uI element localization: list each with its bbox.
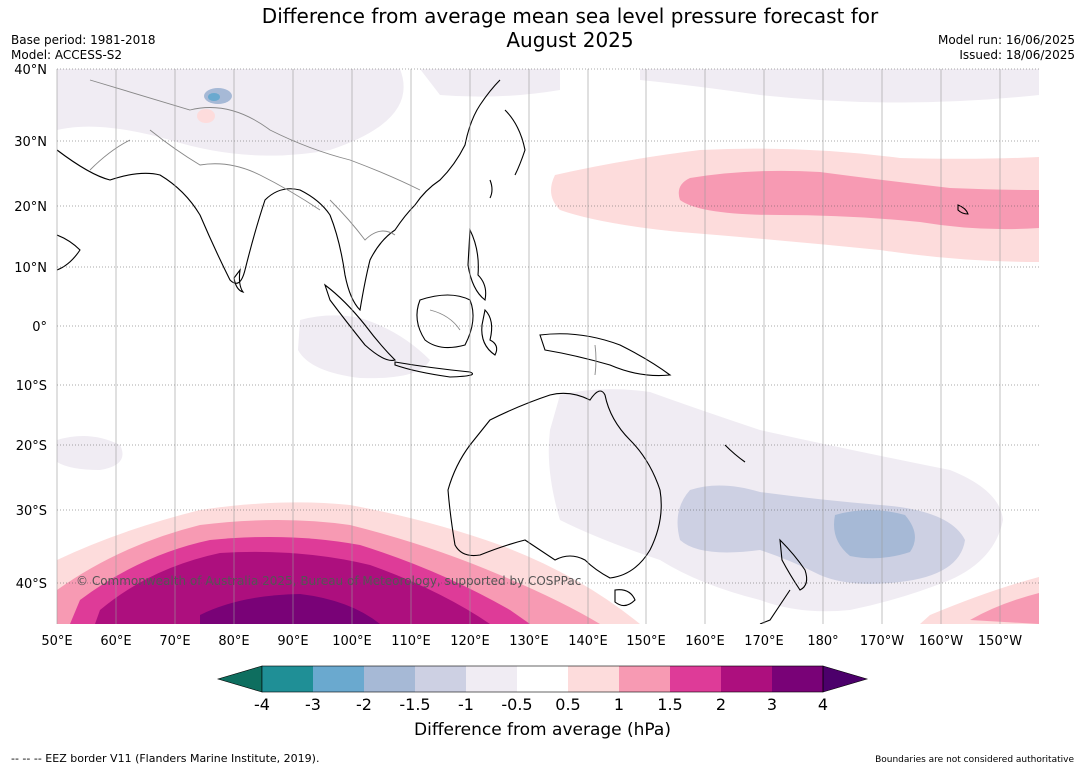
lon-label: 150°W [978,634,1022,649]
colorbar-segment [670,666,721,692]
lon-label: 120°E [450,634,490,649]
meridians [56,69,1001,624]
eez-legend: -- -- -- EEZ border V11 (Flanders Marine… [11,752,320,765]
lon-label: 180° [807,634,838,649]
colorbar-segment [517,666,568,692]
lon-label: 90°E [277,634,308,649]
lon-label: 50°E [41,634,72,649]
lat-label: 20°S [16,439,47,454]
lon-label: 100°E [332,634,372,649]
lat-label: 30°S [16,504,47,519]
colorbar-extend-high [822,665,869,693]
colorbar [216,665,869,693]
colorbar-tick: -2 [356,695,372,714]
positive-anomaly-spot [197,109,215,123]
colorbar-tick: -1.5 [399,695,430,714]
map-title: Difference from average mean sea level p… [261,4,879,52]
lon-label: 160°E [685,634,725,649]
colorbar-ticks: -4 -3 -2 -1.5 -1 -0.5 0.5 1 1.5 2 3 4 [254,695,828,714]
boundaries-disclaimer: Boundaries are not considered authoritat… [875,755,1074,765]
colorbar-title: Difference from average (hPa) [414,720,671,740]
colorbar-tick: -1 [458,695,474,714]
colorbar-tick: -0.5 [501,695,532,714]
colorbar-tick: 3 [767,695,777,714]
copyright-notice: © Commonwealth of Australia 2025, Bureau… [76,574,582,588]
colorbar-segment [721,666,772,692]
colorbar-tick: -3 [305,695,321,714]
lon-label: 70°E [159,634,190,649]
colorbar-segment [262,666,313,692]
colorbar-segment [466,666,517,692]
lat-label: 10°N [14,261,47,276]
colorbar-tick: -4 [254,695,270,714]
colorbar-outline [261,665,824,693]
colorbar-segment [313,666,364,692]
lon-label: 80°E [218,634,249,649]
lon-label: 110°E [391,634,431,649]
lon-label: 60°E [100,634,131,649]
lon-label: 140°E [568,634,608,649]
colorbar-segment [364,666,415,692]
colorbar-tick: 2 [716,695,726,714]
colorbar-tick: 1 [614,695,624,714]
longitude-labels: 50°E 60°E 70°E 80°E 90°E 100°E 110°E 120… [41,634,1022,649]
lat-label: 40°S [16,577,47,592]
lat-label: 0° [32,320,47,335]
lat-label: 10°S [16,379,47,394]
pressure-anomaly-field [57,69,1039,624]
lon-label: 160°W [919,634,963,649]
colorbar-segment [415,666,466,692]
coastlines [57,79,969,624]
colorbar-segment [568,666,619,692]
model-run-date: Model run: 16/06/2025 [937,33,1075,47]
lon-label: 170°E [744,634,784,649]
issued-date: Issued: 18/06/2025 [959,48,1075,62]
colorbar-segment [772,666,823,692]
lat-label: 30°N [14,135,47,150]
lat-label: 20°N [14,200,47,215]
colorbar-tick: 1.5 [657,695,682,714]
model-name: Model: ACCESS-S2 [11,48,123,62]
colorbar-tick: 4 [818,695,828,714]
latitude-labels: 40°N 30°N 20°N 10°N 0° 10°S 20°S 30°S 40… [14,63,47,592]
base-period: Base period: 1981-2018 [11,33,156,47]
colorbar-tick: 0.5 [555,695,580,714]
lon-label: 130°E [509,634,549,649]
colorbar-extend-low [216,665,263,693]
colorbar-segment [619,666,670,692]
lon-label: 150°E [626,634,666,649]
lon-label: 170°W [860,634,904,649]
lat-label: 40°N [14,63,47,78]
